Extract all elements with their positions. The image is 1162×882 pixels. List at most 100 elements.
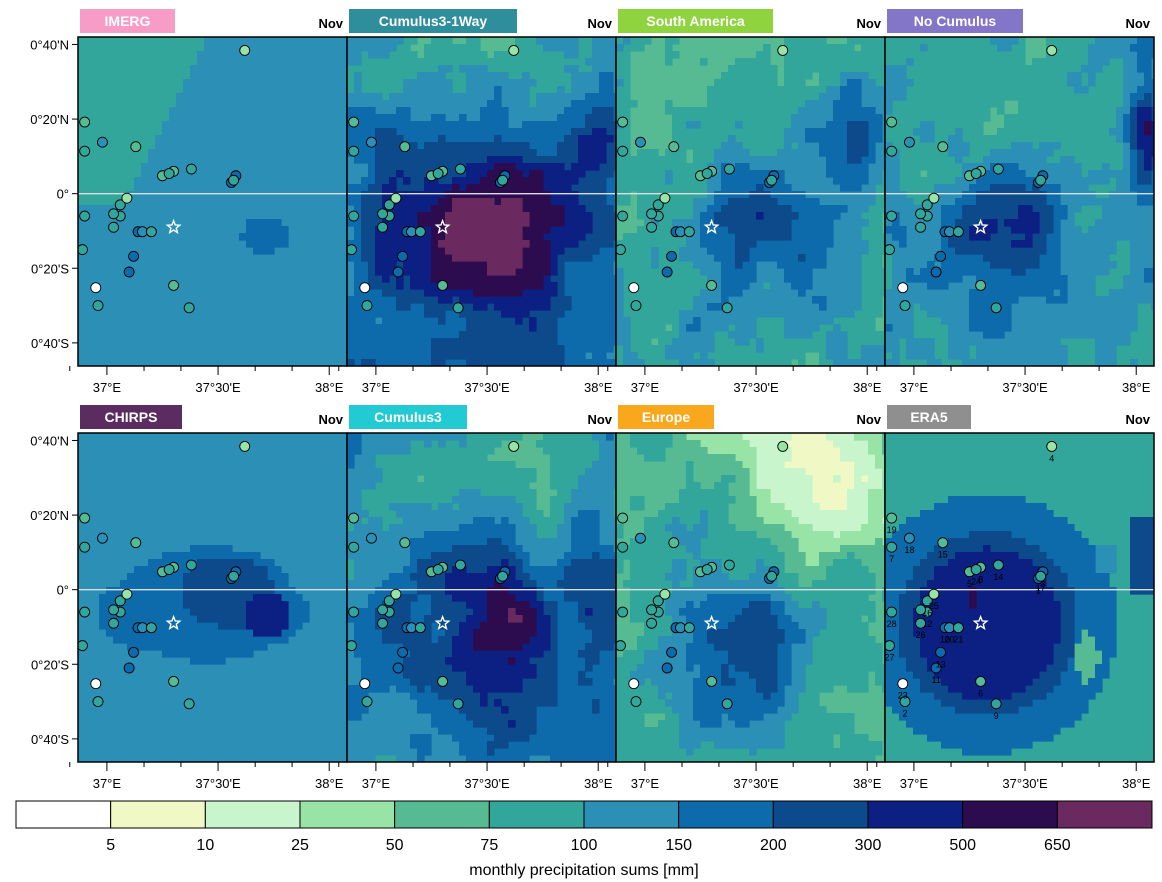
station-marker[interactable]	[952, 226, 964, 238]
station-marker[interactable]	[701, 168, 713, 179]
station-marker[interactable]	[990, 302, 1002, 314]
station-marker[interactable]	[121, 192, 133, 204]
station-marker[interactable]	[168, 279, 180, 291]
station-marker[interactable]	[163, 564, 175, 575]
station-marker[interactable]	[399, 537, 411, 549]
station-marker[interactable]	[114, 199, 126, 211]
station-marker[interactable]	[108, 221, 120, 233]
station-marker[interactable]	[615, 640, 626, 652]
station-marker[interactable]	[652, 595, 664, 607]
station-marker[interactable]	[183, 698, 195, 710]
station-marker[interactable]	[397, 250, 409, 262]
station-marker[interactable]	[454, 163, 466, 175]
station-marker[interactable]	[666, 250, 678, 262]
station-marker[interactable]	[163, 168, 175, 179]
station-marker[interactable]	[108, 208, 120, 220]
station-marker[interactable]	[635, 136, 646, 148]
station-marker[interactable]	[79, 210, 91, 222]
station-marker[interactable]	[348, 116, 360, 128]
station-marker[interactable]	[970, 564, 982, 575]
station-marker[interactable]	[630, 696, 642, 708]
station-marker[interactable]	[975, 675, 987, 687]
station-marker[interactable]	[121, 588, 133, 600]
station-marker[interactable]	[359, 282, 371, 294]
station-marker[interactable]	[228, 570, 240, 582]
station-marker[interactable]	[617, 210, 629, 222]
station-marker[interactable]	[646, 221, 658, 233]
station-marker[interactable]	[123, 266, 135, 278]
station-marker[interactable]	[683, 226, 695, 238]
station-marker[interactable]	[348, 606, 360, 618]
station-marker[interactable]	[79, 145, 91, 157]
station-marker[interactable]	[617, 606, 629, 618]
station-marker[interactable]	[130, 537, 142, 549]
station-marker[interactable]	[886, 210, 898, 222]
station-marker[interactable]	[79, 541, 91, 553]
station-marker[interactable]	[777, 44, 789, 56]
station-marker[interactable]	[414, 226, 426, 238]
station-marker[interactable]	[884, 244, 895, 256]
station-marker[interactable]	[508, 440, 520, 452]
station-marker[interactable]	[79, 606, 91, 618]
station-marker[interactable]	[361, 300, 373, 312]
station-marker[interactable]	[661, 266, 673, 278]
station-marker[interactable]	[390, 588, 402, 600]
station-marker[interactable]	[668, 141, 680, 153]
station-marker[interactable]	[766, 174, 778, 186]
station-marker[interactable]	[930, 266, 942, 278]
station-marker[interactable]	[915, 604, 927, 616]
station-marker[interactable]	[130, 141, 142, 153]
station-marker[interactable]	[97, 532, 108, 544]
station-marker[interactable]	[168, 675, 180, 687]
station-marker[interactable]	[617, 116, 629, 128]
station-marker[interactable]	[937, 141, 949, 153]
station-marker[interactable]	[990, 698, 1002, 710]
station-marker[interactable]	[646, 604, 658, 616]
station-marker[interactable]	[617, 145, 629, 157]
station-marker[interactable]	[392, 662, 404, 674]
station-marker[interactable]	[108, 617, 120, 629]
station-marker[interactable]	[432, 168, 444, 179]
station-marker[interactable]	[377, 604, 389, 616]
station-marker[interactable]	[952, 622, 964, 634]
station-marker[interactable]	[928, 192, 940, 204]
station-marker[interactable]	[185, 559, 197, 571]
station-marker[interactable]	[899, 696, 911, 708]
station-marker[interactable]	[615, 244, 626, 256]
station-marker[interactable]	[646, 208, 658, 220]
station-marker[interactable]	[77, 640, 88, 652]
station-marker[interactable]	[366, 136, 377, 148]
station-marker[interactable]	[777, 440, 789, 452]
station-marker[interactable]	[992, 163, 1004, 175]
station-marker[interactable]	[348, 210, 360, 222]
station-marker[interactable]	[497, 174, 509, 186]
station-marker[interactable]	[904, 136, 915, 148]
station-marker[interactable]	[437, 675, 449, 687]
station-marker[interactable]	[452, 698, 464, 710]
station-marker[interactable]	[377, 208, 389, 220]
station-marker[interactable]	[366, 532, 377, 544]
station-marker[interactable]	[635, 532, 646, 544]
station-marker[interactable]	[683, 622, 695, 634]
station-marker[interactable]	[661, 662, 673, 674]
station-marker[interactable]	[884, 640, 895, 652]
station-marker[interactable]	[346, 244, 357, 256]
station-marker[interactable]	[77, 244, 88, 256]
station-marker[interactable]	[617, 541, 629, 553]
station-marker[interactable]	[79, 512, 91, 524]
station-marker[interactable]	[183, 302, 195, 314]
station-marker[interactable]	[452, 302, 464, 314]
station-marker[interactable]	[145, 622, 157, 634]
station-marker[interactable]	[377, 617, 389, 629]
station-marker[interactable]	[383, 595, 395, 607]
station-marker[interactable]	[652, 199, 664, 211]
station-marker[interactable]	[361, 696, 373, 708]
station-marker[interactable]	[897, 678, 909, 690]
station-marker[interactable]	[1035, 174, 1047, 186]
station-marker[interactable]	[915, 208, 927, 220]
station-marker[interactable]	[701, 564, 713, 575]
station-marker[interactable]	[928, 588, 940, 600]
station-marker[interactable]	[92, 696, 104, 708]
station-marker[interactable]	[721, 698, 733, 710]
station-marker[interactable]	[92, 300, 104, 312]
